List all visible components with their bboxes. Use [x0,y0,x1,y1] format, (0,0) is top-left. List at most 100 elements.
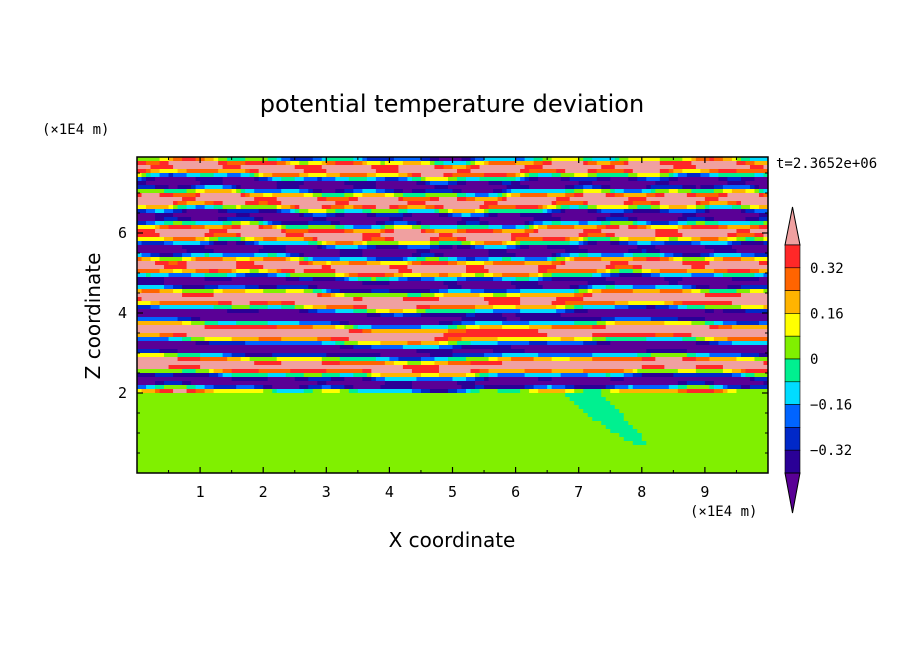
contour-cell [173,185,179,190]
contour-cell [632,269,638,274]
contour-cell [488,285,494,290]
contour-cell [637,169,643,174]
contour-cell [713,201,720,206]
contour-cell [222,197,228,202]
contour-cell [173,293,179,298]
contour-cell [524,205,530,210]
contour-cell [339,237,345,242]
contour-cell [763,205,768,210]
contour-cell [411,257,418,262]
contour-cell [488,257,494,262]
contour-cell [182,233,188,238]
contour-cell [321,193,327,198]
contour-cell [353,293,359,298]
contour-cell [682,193,688,198]
contour-cell [240,261,246,266]
contour-cell [236,181,242,186]
contour-cell [709,269,715,274]
contour-cell [375,237,381,242]
contour-cell [249,213,255,218]
contour-cell [222,249,228,254]
contour-cell [457,189,463,194]
contour-cell [434,217,440,222]
contour-cell [529,297,535,302]
contour-cell [299,297,305,302]
contour-cell [407,173,413,178]
contour-cell [177,281,183,286]
contour-cell [276,265,282,270]
contour-cell [362,249,368,254]
contour-cell [159,169,165,174]
contour-cell [515,273,521,278]
contour-cell [592,185,598,190]
contour-cell [502,245,508,250]
contour-cell [222,217,228,222]
contour-cell [263,185,269,190]
contour-cell [484,209,490,214]
contour-cell [353,245,359,250]
contour-cell [335,277,341,282]
contour-cell [272,169,278,174]
contour-cell [452,233,458,238]
contour-cell [551,221,557,226]
contour-cell [704,209,711,214]
contour-cell [276,281,282,286]
contour-cell [321,265,327,270]
contour-cell [682,161,688,166]
contour-cell [177,169,183,174]
contour-cell [213,225,219,230]
contour-cell [641,157,647,162]
contour-cell [146,189,152,194]
contour-cell [393,205,400,210]
contour-cell [285,289,291,294]
contour-cell [141,241,147,246]
contour-cell [475,189,481,194]
contour-cell [213,213,219,218]
contour-cell [348,269,354,274]
contour-cell [159,245,165,250]
contour-cell [299,257,305,262]
contour-cell [655,169,661,174]
contour-cell [240,185,246,190]
contour-cell [470,253,476,258]
contour-cell [366,173,372,178]
contour-cell [312,269,318,274]
contour-cell [348,213,354,218]
contour-cell [515,241,521,246]
contour-cell [529,217,535,222]
contour-cell [740,257,747,262]
contour-cell [276,205,282,210]
contour-cell [605,237,611,242]
contour-cell [610,165,616,170]
contour-cell [727,245,733,250]
contour-cell [348,193,354,198]
contour-cell [493,193,499,198]
contour-cell [429,237,436,242]
contour-cell [727,257,733,262]
contour-cell [317,285,323,290]
contour-cell [587,177,593,182]
contour-cell [736,197,742,202]
contour-cell [610,201,616,206]
contour-cell [610,189,616,194]
contour-cell [668,285,674,290]
contour-cell [164,189,170,194]
contour-cell [565,213,571,218]
contour-cell [434,193,440,198]
contour-cell [493,293,499,298]
contour-cell [416,253,422,258]
contour-cell [641,277,647,282]
contour-cell [285,197,291,202]
contour-cell [610,157,616,162]
contour-cell [466,181,472,186]
contour-cell [173,297,179,302]
contour-cell [263,285,269,290]
contour-cell [538,257,544,262]
contour-cell [763,229,768,234]
contour-cell [470,213,476,218]
contour-cell [637,185,643,190]
contour-cell [312,217,318,222]
contour-cell [596,257,602,262]
contour-cell [344,161,350,166]
contour-cell [466,293,472,298]
